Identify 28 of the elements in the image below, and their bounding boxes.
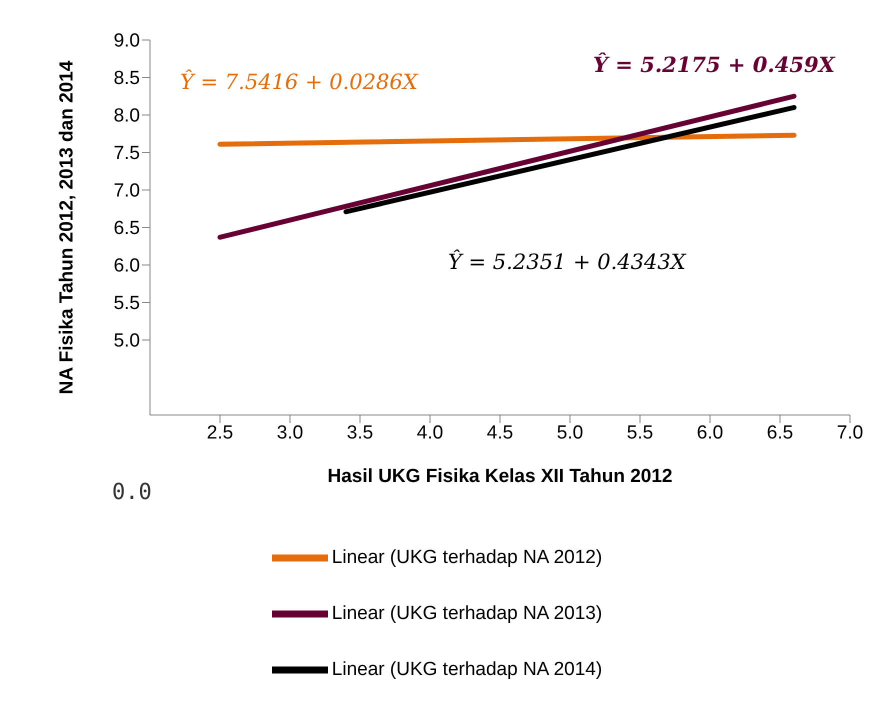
x-axis-title: Hasil UKG Fisika Kelas XII Tahun 2012 bbox=[328, 466, 672, 487]
y-tick-label: 9.0 bbox=[114, 30, 140, 52]
x-tick-label: 6.5 bbox=[766, 422, 794, 444]
x-tick-label: 5.0 bbox=[556, 422, 584, 444]
x-tick-label: 7.0 bbox=[836, 422, 864, 444]
x-tick-label: 4.0 bbox=[416, 422, 444, 444]
legend-label: Linear (UKG terhadap NA 2014) bbox=[332, 659, 602, 680]
text: 0.0 bbox=[112, 480, 152, 505]
annotation: Ŷ = 7.5416 + 0.0286X bbox=[180, 70, 418, 94]
y-tick-label: 7.5 bbox=[114, 143, 140, 164]
y-tick-label: 8.5 bbox=[114, 68, 140, 90]
x-tick-label: 2.5 bbox=[206, 422, 234, 444]
legend-label: Linear (UKG terhadap NA 2013) bbox=[332, 603, 602, 624]
legend-label: Linear (UKG terhadap NA 2012) bbox=[332, 547, 602, 568]
x-tick-label: 3.0 bbox=[276, 422, 304, 444]
x-tick-label: 5.5 bbox=[626, 422, 654, 444]
y-tick-label: 6.0 bbox=[114, 256, 140, 277]
x-tick-label: 3.5 bbox=[346, 422, 374, 444]
y-tick-label: 5.5 bbox=[114, 293, 140, 314]
annotation: Ŷ = 5.2351 + 0.4343X bbox=[448, 250, 686, 274]
annotation: Ŷ = 5.2175 + 0.459X bbox=[593, 52, 835, 77]
y-tick-label: 7.0 bbox=[114, 180, 140, 202]
y-tick-label: 6.5 bbox=[114, 218, 140, 240]
y-tick-label: 8.0 bbox=[114, 106, 140, 127]
x-tick-label: 4.5 bbox=[486, 422, 514, 444]
x-tick-label: 6.0 bbox=[696, 422, 724, 444]
y-tick-label: 5.0 bbox=[114, 330, 140, 352]
y-axis-title: NA Fisika Tahun 2012, 2013 dan 2014 bbox=[56, 60, 78, 394]
